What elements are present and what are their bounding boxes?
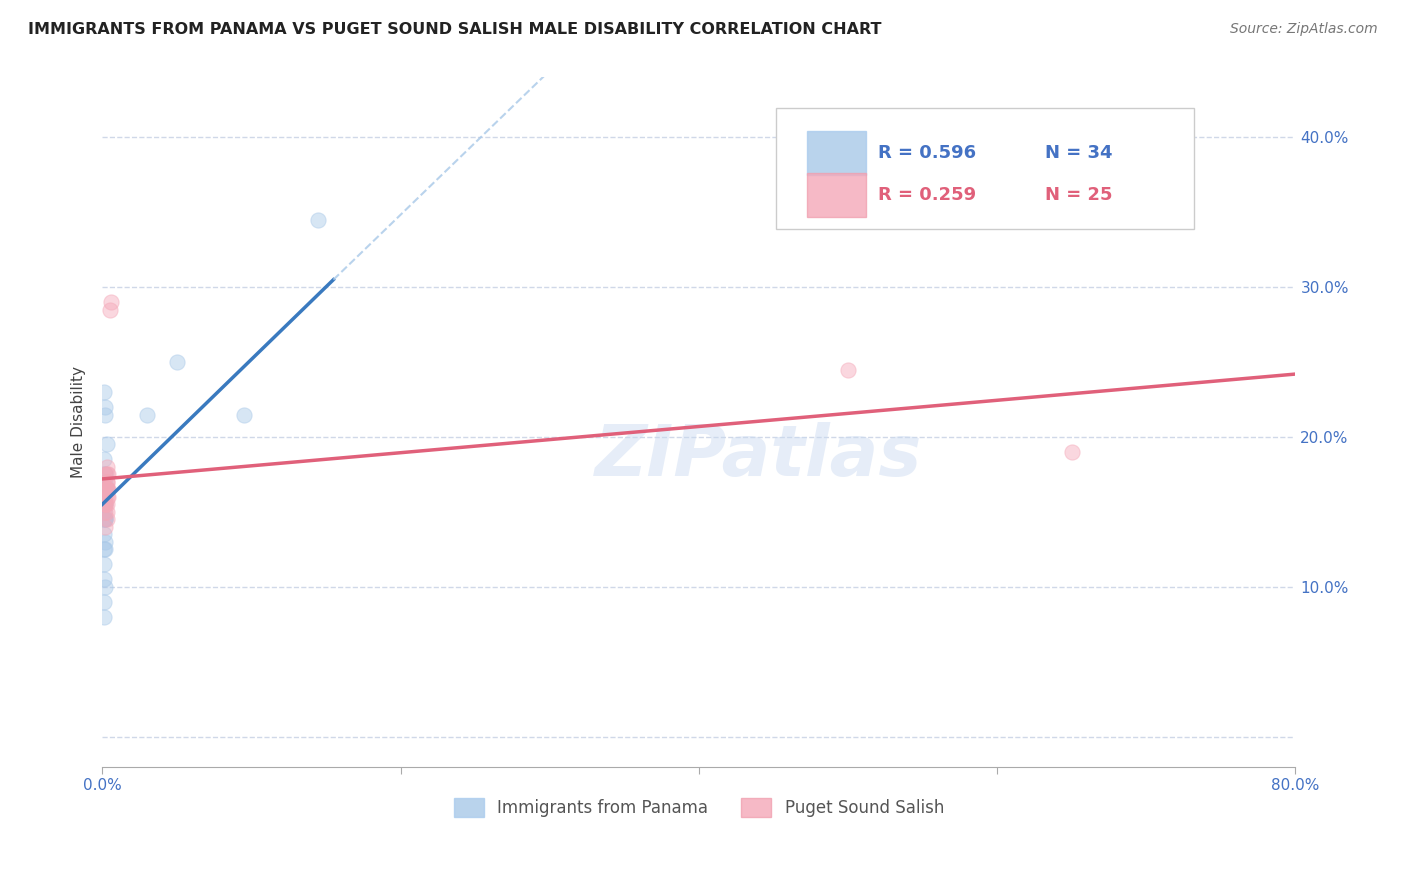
Text: N = 34: N = 34 [1045,145,1112,162]
Text: R = 0.259: R = 0.259 [877,186,976,203]
Point [96,490,118,504]
Point [94,408,117,422]
Point [94,483,117,497]
Point [232,408,254,422]
Point [93,497,115,511]
Point [94,580,117,594]
Point [93,558,115,572]
FancyBboxPatch shape [776,109,1194,229]
Point [94,505,117,519]
Legend: Immigrants from Panama, Puget Sound Salish: Immigrants from Panama, Puget Sound Sali… [447,791,950,823]
Text: N = 25: N = 25 [1045,186,1112,203]
Point [93,595,115,609]
Point [97,467,120,482]
Y-axis label: Male Disability: Male Disability [72,366,86,478]
Point [96,437,118,451]
Point [94,475,117,489]
Point [98,302,121,317]
Text: Source: ZipAtlas.com: Source: ZipAtlas.com [1230,22,1378,37]
Point [96,512,118,526]
Point [94,467,117,482]
Point [837,362,859,376]
Point [94,520,117,534]
Text: IMMIGRANTS FROM PANAMA VS PUGET SOUND SALISH MALE DISABILITY CORRELATION CHART: IMMIGRANTS FROM PANAMA VS PUGET SOUND SA… [28,22,882,37]
Point [93,497,115,511]
Text: R = 0.596: R = 0.596 [877,145,976,162]
Point [94,490,117,504]
Point [94,400,117,414]
Point [93,542,115,557]
Point [96,483,118,497]
Point [94,497,117,511]
Text: ZIPatlas: ZIPatlas [595,422,922,491]
Point [97,490,120,504]
Point [93,497,115,511]
Point [94,497,117,511]
Point [96,505,118,519]
Point [93,512,115,526]
Point [97,483,120,497]
Point [94,467,117,482]
Point [93,452,115,467]
Point [93,572,115,586]
Point [136,408,159,422]
Point [96,475,118,489]
Point [96,483,118,497]
Point [94,542,117,557]
Point [166,355,188,369]
Point [100,295,122,310]
Point [94,497,117,511]
Point [94,512,117,526]
Point [308,212,330,227]
Point [96,459,118,474]
Point [96,467,118,482]
FancyBboxPatch shape [807,172,866,217]
Point [93,527,115,541]
Point [93,385,115,400]
Point [96,475,118,489]
FancyBboxPatch shape [807,131,866,176]
Point [94,512,117,526]
Point [94,497,117,511]
Point [94,483,117,497]
Point [93,505,115,519]
Point [1060,445,1083,459]
Point [94,534,117,549]
Point [94,483,117,497]
Point [94,512,117,526]
Point [93,609,115,624]
Point [94,467,117,482]
Point [96,497,118,511]
Point [96,483,118,497]
Point [94,483,117,497]
